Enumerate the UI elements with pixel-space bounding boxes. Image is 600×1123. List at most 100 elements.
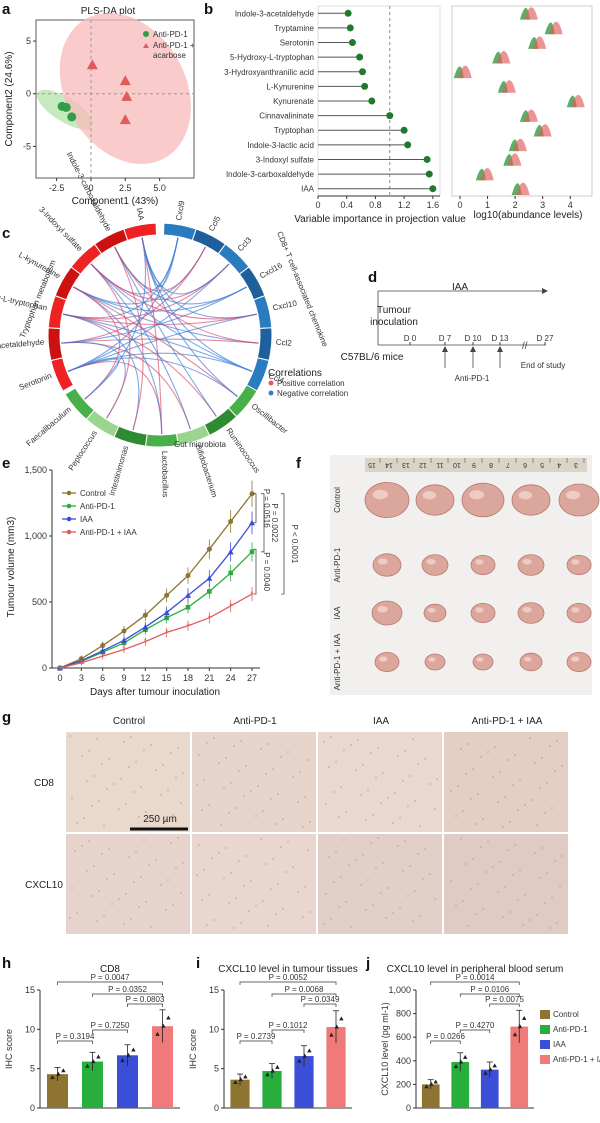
- ihc-column-label: Control: [113, 716, 145, 727]
- ihc-cell-stain: [292, 866, 294, 868]
- tumour: [519, 652, 543, 672]
- ihc-cell-stain: [485, 871, 487, 873]
- ihc-cell-stain: [462, 900, 464, 902]
- ihc-cell-stain: [467, 925, 469, 927]
- ihc-row-label: CXCL10: [25, 880, 63, 891]
- chord-segment-left: [47, 327, 64, 362]
- ihc-cell-stain: [138, 906, 140, 908]
- ihc-cell-stain: [424, 758, 426, 760]
- metabolite-label: Indole-3-acetaldehyde: [235, 9, 315, 18]
- significance-bracket: [239, 981, 337, 985]
- ihc-cell-stain: [135, 761, 137, 763]
- ihc-cell-stain: [262, 810, 264, 812]
- legend-label-1: Anti-PD-1: [153, 30, 188, 39]
- tumour: [470, 555, 496, 576]
- ihc-cell-stain: [499, 771, 501, 773]
- x-tick-label: 12: [140, 673, 150, 683]
- y-tick-label: 15: [25, 985, 35, 995]
- chord-item-label: Ccl5: [207, 214, 223, 233]
- metabolite-label: Indole-3-lactic acid: [247, 141, 314, 150]
- ihc-cell-stain: [297, 801, 299, 803]
- ihc-image-tile: [66, 732, 190, 832]
- tumour: [461, 482, 505, 518]
- significance-bracket: [253, 548, 257, 595]
- ihc-cell-stain: [133, 881, 135, 883]
- data-point: [166, 1015, 171, 1020]
- series-marker: *: [186, 622, 189, 631]
- legend-label: Anti-PD-1: [553, 1025, 588, 1034]
- ihc-cell-stain: [260, 838, 262, 840]
- chord-legend-negative: Negative correlation: [277, 389, 348, 398]
- ihc-cell-stain: [477, 793, 479, 795]
- ihc-cell-stain: [103, 825, 105, 827]
- ihc-cell-stain: [140, 786, 142, 788]
- ihc-cell-stain: [372, 904, 374, 906]
- end-label: End of study: [521, 361, 565, 370]
- ihc-cell-stain: [93, 775, 95, 777]
- ihc-cell-stain: [74, 850, 76, 852]
- ihc-cell-stain: [345, 811, 347, 813]
- chord-link: [63, 313, 140, 431]
- vip-x-tick-label: 1.6: [427, 200, 440, 210]
- y-tick-label: 800: [396, 1009, 411, 1019]
- ihc-cell-stain: [165, 819, 167, 821]
- tumour: [415, 484, 455, 516]
- ihc-cell-stain: [213, 919, 215, 921]
- significance-bracket: [271, 993, 337, 997]
- lollipop-head: [425, 170, 433, 178]
- ihc-column-label: Anti-PD-1: [233, 716, 277, 727]
- ihc-cell-stain: [355, 859, 357, 861]
- ihc-image-tile: [318, 834, 442, 934]
- ihc-cell-stain: [350, 926, 352, 928]
- tumour-highlight: [566, 490, 580, 500]
- ihc-cell-stain: [330, 736, 332, 738]
- ihc-cell-stain: [243, 795, 245, 797]
- series-line: [59, 551, 253, 669]
- ihc-cell-stain: [524, 894, 526, 896]
- ihc-cell-stain: [404, 750, 406, 752]
- ihc-cell-stain: [402, 870, 404, 872]
- chart-title: CXCL10 level in peripheral blood serum: [387, 964, 564, 975]
- ihc-cell-stain: [238, 860, 240, 862]
- ihc-image-tile: [444, 834, 568, 934]
- data-point: [275, 1064, 280, 1069]
- lollipop-head: [400, 126, 408, 134]
- series-line: [59, 593, 253, 669]
- ihc-cell-stain: [355, 769, 357, 771]
- series-marker: [185, 604, 191, 610]
- tumour-row-label: Anti-PD-1: [333, 547, 342, 582]
- lollipop-head: [423, 155, 431, 163]
- ihc-cell-stain: [492, 866, 494, 868]
- data-point: [424, 1084, 429, 1089]
- panel-a-label: a: [2, 1, 11, 18]
- panel-b-xlabel2: log10(abundance levels): [474, 210, 583, 221]
- ihc-cell-stain: [235, 897, 237, 899]
- ihc-cell-stain: [267, 925, 269, 927]
- point-acarbose: [119, 75, 131, 86]
- ihc-cell-stain: [348, 864, 350, 866]
- ihc-cell-stain: [108, 848, 110, 850]
- arrowhead-icon: [542, 288, 548, 294]
- series-marker: [185, 573, 191, 579]
- ihc-cell-stain: [409, 865, 411, 867]
- tumour: [423, 603, 447, 623]
- density-peak-acarbose: [512, 138, 527, 152]
- series-marker: *: [58, 664, 61, 673]
- ruler: [365, 458, 587, 472]
- data-point: [517, 1024, 523, 1029]
- scale-bar-label: 250 µm: [143, 814, 177, 825]
- ruler-number: 12: [419, 461, 427, 468]
- day-13: D 13: [492, 334, 509, 343]
- lollipop-head: [358, 68, 366, 76]
- chord-item-label: Serotonin: [18, 371, 53, 392]
- ihc-cell-stain: [522, 924, 524, 926]
- ihc-cell-stain: [465, 863, 467, 865]
- ihc-cell-stain: [182, 862, 184, 864]
- ihc-cell-stain: [213, 737, 215, 739]
- ihc-cell-stain: [111, 903, 113, 905]
- panel-g: g Control Anti-PD-1 IAA Anti-PD-1 + IAACD8C…: [2, 709, 568, 934]
- ihc-cell-stain: [409, 775, 411, 777]
- ihc-cell-stain: [412, 920, 414, 922]
- y-tick-label: 0: [214, 1103, 219, 1113]
- legend-label: Anti-PD-1 + IAA: [80, 528, 137, 537]
